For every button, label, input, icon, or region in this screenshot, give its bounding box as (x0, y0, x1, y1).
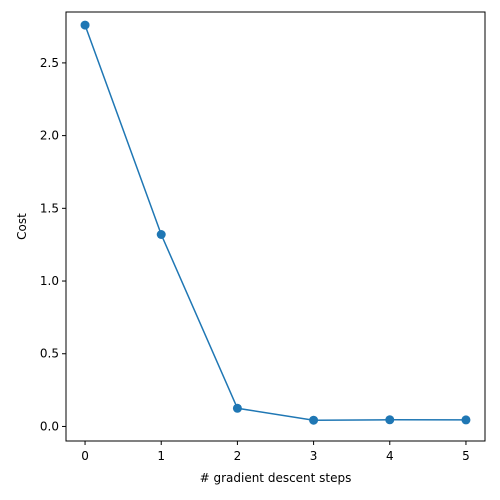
x-tick-label: 5 (462, 449, 470, 463)
y-axis-ticks: 0.0 0.5 1.0 1.5 2.0 2.5 (40, 56, 66, 433)
x-axis-ticks: 0 1 2 3 4 5 (81, 441, 470, 463)
axes-frame (65, 11, 486, 442)
y-axis-label: Cost (15, 213, 29, 240)
y-tick-label: 1.0 (40, 274, 59, 288)
cost-data-point (309, 415, 319, 425)
cost-data-point (232, 403, 242, 413)
x-tick-label: 4 (386, 449, 394, 463)
cost-data-point (156, 229, 166, 239)
cost-data-point (385, 415, 395, 425)
y-tick-label: 1.5 (40, 201, 59, 215)
x-tick-label: 1 (157, 449, 165, 463)
x-tick-label: 3 (310, 449, 318, 463)
cost-series-line (84, 24, 466, 421)
cost-data-point (80, 20, 90, 30)
plot-area (80, 20, 471, 425)
y-tick-label: 2.5 (40, 56, 59, 70)
y-tick-label: 0.0 (40, 419, 59, 433)
x-axis-label: # gradient descent steps (200, 471, 352, 485)
x-tick-label: 2 (234, 449, 242, 463)
y-tick-label: 2.0 (40, 129, 59, 143)
y-tick-label: 0.5 (40, 347, 59, 361)
x-tick-label: 0 (81, 449, 89, 463)
cost-data-point (461, 415, 471, 425)
